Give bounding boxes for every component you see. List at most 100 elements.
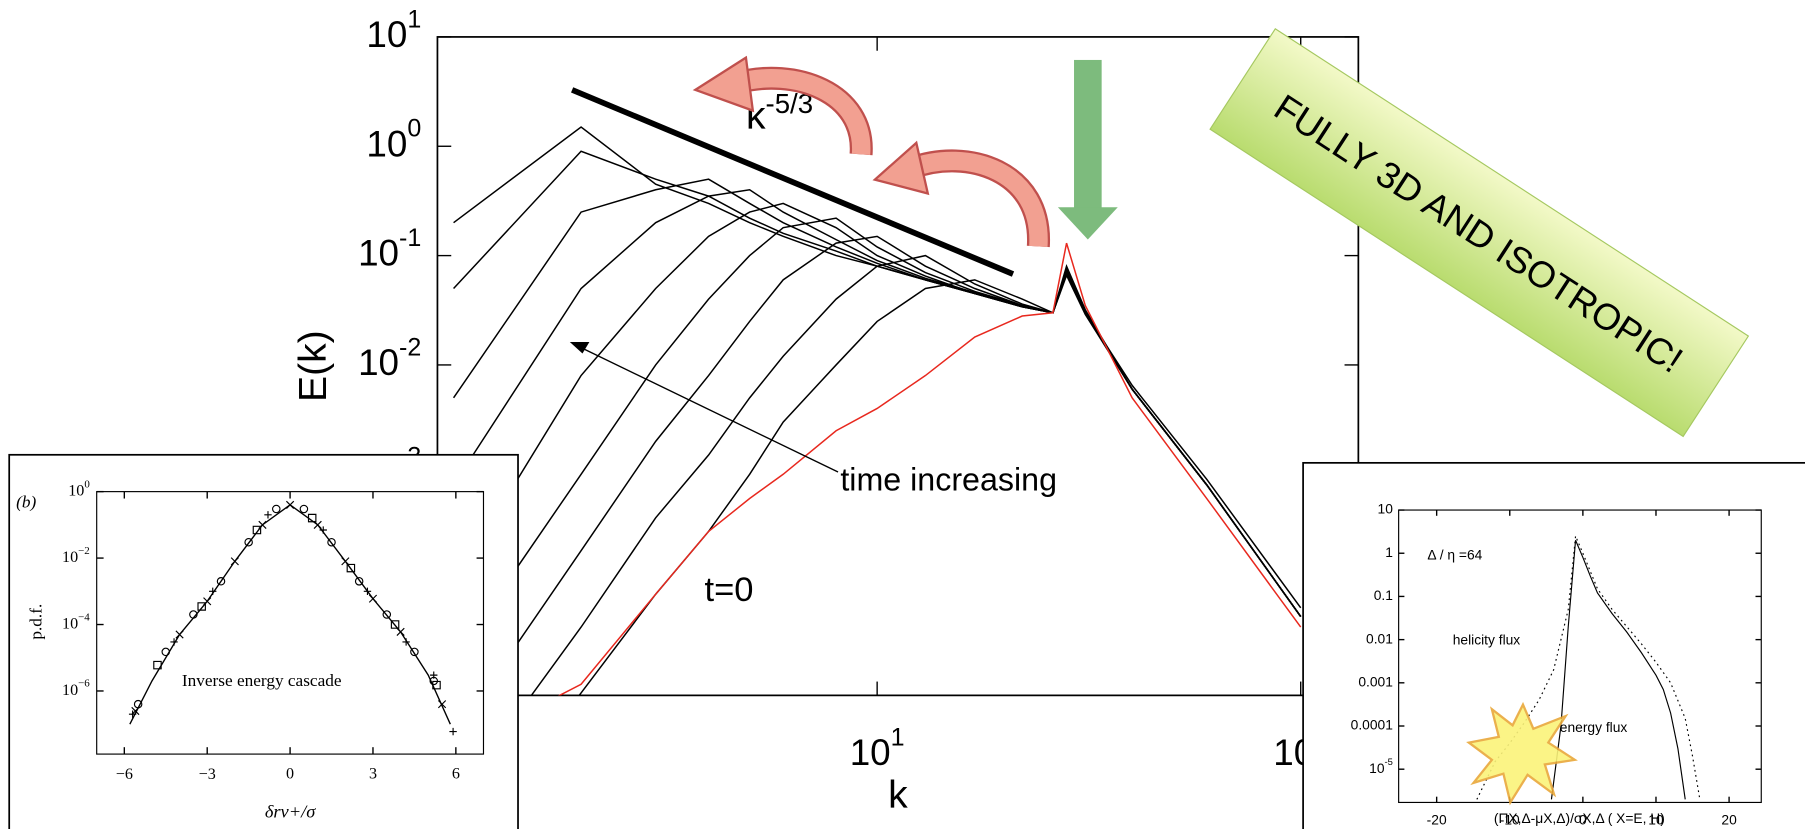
data-marker [153,660,162,670]
tick-label: 3 [369,766,377,783]
inset-text: Δ / η =64 [1427,547,1482,563]
slope-line [571,87,1015,277]
tick-label: 1 [1385,544,1393,560]
series-line [1550,540,1686,800]
tick-label-base: 10 [358,342,399,383]
tick-label: 0.1 [1374,587,1393,603]
time-arrow-head [569,341,590,354]
tick-label-exponent: −6 [78,677,90,689]
tick-label-base: 10 [358,232,399,273]
data-marker [197,602,206,611]
data-marker [189,610,198,619]
series-label: helicity flux [1453,632,1521,648]
tick-label-base: 10 [366,14,407,55]
tick-label: 100 [68,478,90,499]
x-axis-label: k [888,774,908,817]
inset-frame [8,453,519,829]
y-axis-label: p.d.f. [26,604,45,640]
tick-label-base: 10 [68,482,84,499]
tick-label-exponent: -5 [1385,756,1393,767]
data-marker [133,699,143,709]
data-marker [252,525,262,535]
left-inset: (b) p.d.f. Inverse energy cascade δrv+/σ… [8,453,519,829]
data-marker [230,557,239,566]
plot-frame [436,36,1360,697]
tick-label: 0 [286,766,294,783]
data-marker [264,511,272,519]
tick-label-base: 10 [1369,760,1385,776]
data-marker [258,520,267,529]
arrow-head [692,55,755,113]
data-marker [437,700,447,709]
tick-label: 10−6 [62,677,90,698]
inset-text: Inverse energy cascade [182,671,342,690]
tick-label: 0.0001 [1351,717,1393,733]
tick-label: -10 [1500,811,1520,827]
data-marker [382,610,392,619]
tick-label: 10-1 [358,224,421,274]
right-inset: Δ / η =64 helicity flux energy flux (ΠX,… [1302,461,1805,829]
tick-label: 10−2 [62,544,90,565]
star-highlight [1466,701,1578,806]
tick-label: 10 [1378,501,1394,517]
data-marker [319,526,327,534]
data-marker [449,727,457,736]
tick-label: −3 [199,766,216,783]
forcing-arrow [1074,59,1102,210]
data-marker [307,513,317,523]
series-label: energy flux [1560,719,1628,735]
tick-label: 20 [1721,811,1737,827]
tick-label: 10-2 [358,333,421,383]
tick-label: 0.001 [1358,673,1393,689]
tick-label: 10−4 [62,611,90,632]
tick-label-base: −6 [116,766,133,783]
data-marker [203,597,212,606]
tick-label-base: 10 [366,123,407,164]
tick-label-base: 10 [62,549,78,566]
time-arrow [581,347,839,473]
data-marker [175,630,184,639]
tick-label-exponent: 0 [84,478,90,490]
data-marker [161,647,171,657]
tick-label: 0.01 [1366,630,1393,646]
data-marker [368,594,378,603]
banner-box [1209,28,1750,438]
data-marker [410,647,419,657]
data-marker [285,500,295,509]
panel-label: (b) [16,493,36,512]
data-marker [272,504,281,514]
arrow-head [872,140,930,196]
tick-label-exponent: 1 [891,723,905,751]
tick-label-exponent: −4 [78,611,90,623]
data-marker [354,577,364,586]
tick-label-exponent: -2 [399,333,421,361]
tick-label-base: 10 [62,682,78,699]
tick-label-exponent: −2 [78,544,90,556]
tick-label: 10 [1648,811,1664,827]
plot-frame [1398,509,1762,804]
data-marker [327,537,336,547]
time-label: time increasing [840,461,1057,497]
data-marker [244,537,253,547]
data-marker [299,504,309,514]
data-marker [402,638,410,646]
tick-label: 101 [850,723,905,773]
data-marker [430,671,438,679]
cascade-arrow [908,151,1048,247]
tick-label-exponent: 0 [407,114,421,142]
tick-label: 6 [452,766,460,783]
data-marker [432,680,441,690]
tick-label: 10-5 [1369,756,1393,775]
tick-label-exponent: -1 [399,224,421,252]
data-marker [170,638,178,646]
tick-label-exponent: 1 [407,5,421,33]
data-marker [313,520,322,529]
tick-label: 100 [366,114,421,164]
tick-label-base: 10 [62,615,78,632]
series-line [557,242,1302,696]
inset-frame [1302,461,1805,829]
data-marker [390,620,400,629]
x-axis-label: (ΠX,Δ-μX,Δ)/σX,Δ ( X=E, H) [1494,810,1665,826]
